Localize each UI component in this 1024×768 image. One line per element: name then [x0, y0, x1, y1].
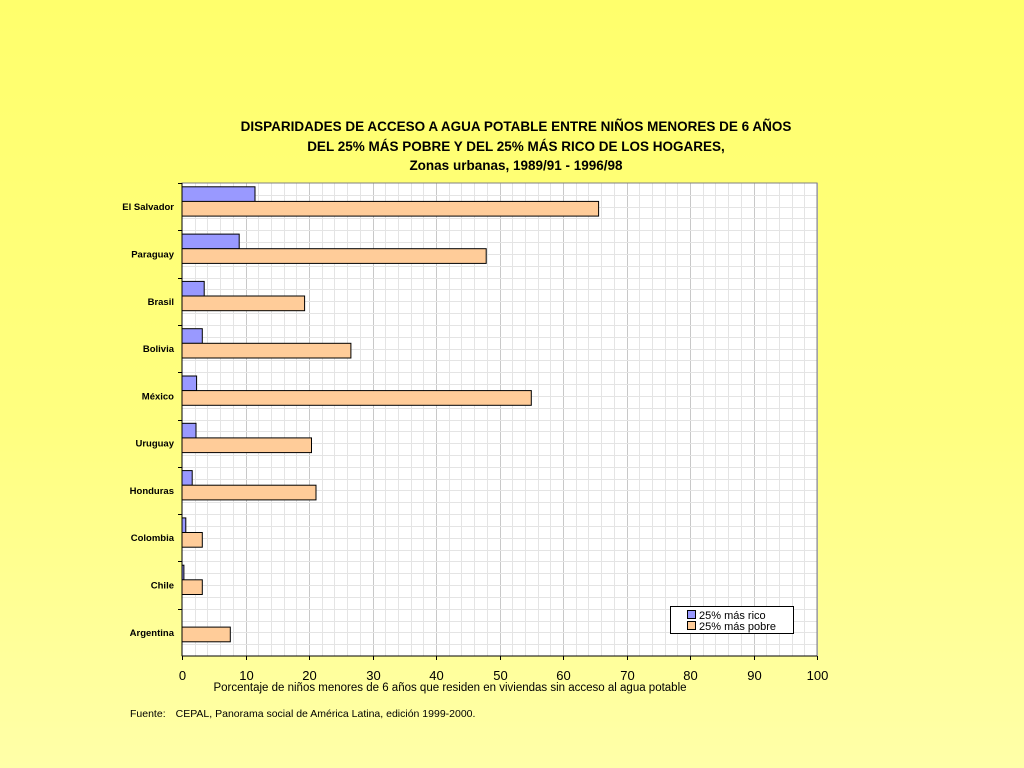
category-label: Honduras [130, 486, 174, 497]
category-label: Brasil [148, 297, 174, 308]
category-label: Bolivia [143, 344, 175, 355]
axis-ticks [178, 183, 818, 660]
chart-title-line-2: DEL 25% MÁS POBRE Y DEL 25% MÁS RICO DE … [307, 138, 725, 154]
category-label: Argentina [130, 628, 175, 639]
bar-rich-bolivia [181, 328, 203, 344]
bar-poor-m-xico [181, 390, 532, 406]
category-label: Uruguay [135, 439, 174, 450]
bar-rich-honduras [181, 470, 193, 486]
x-tick-label: 60 [556, 668, 570, 683]
x-axis-label: Porcentaje de niños menores de 6 años qu… [213, 682, 687, 694]
category-label: México [142, 391, 174, 402]
chart-title-line-3: Zonas urbanas, 1989/91 - 1996/98 [409, 158, 623, 173]
category-label: Paraguay [131, 250, 174, 261]
category-label: Chile [151, 581, 174, 592]
legend-swatch [687, 621, 696, 630]
bar-rich-el-salvador [181, 186, 256, 203]
x-tick-label: 30 [366, 668, 380, 683]
bar-poor-uruguay [181, 437, 312, 454]
source-text: CEPAL, Panorama social de América Latina… [175, 708, 476, 720]
bar-rich-m-xico [181, 375, 198, 392]
legend-label: 25% más rico [699, 610, 766, 622]
x-tick-label: 20 [302, 668, 316, 683]
x-tick-label: 90 [747, 668, 761, 683]
bar-rich-uruguay [181, 422, 197, 439]
x-tick-label: 80 [683, 668, 697, 683]
chart-title: DISPARIDADES DE ACCESO A AGUA POTABLE EN… [200, 117, 832, 176]
axis-labels: El Salvador Paraguay Brasil Bolivia México Ur… [122, 202, 828, 683]
x-tick-label: 100 [807, 668, 829, 683]
chart-title-line-1: DISPARIDADES DE ACCESO A AGUA POTABLE EN… [240, 119, 792, 134]
bar-poor-argentina [181, 626, 231, 643]
bars [181, 186, 600, 643]
x-tick-label: 10 [239, 668, 253, 683]
source-note: Fuente: CEPAL, Panorama social de América… [130, 708, 475, 720]
x-tick-label: 50 [493, 668, 507, 683]
category-label: Colombia [131, 533, 175, 544]
bar-rich-paraguay [181, 233, 240, 250]
legend-swatch [687, 610, 696, 619]
bar-rich-colombia [181, 517, 187, 534]
bar-poor-paraguay [181, 248, 487, 264]
source-label: Fuente: [130, 708, 166, 720]
x-tick-label: 0 [179, 668, 186, 683]
bar-rich-brasil [181, 280, 205, 297]
x-tick-label: 40 [429, 668, 443, 683]
bar-poor-honduras [181, 484, 317, 501]
bar-poor-bolivia [181, 342, 352, 359]
bar-poor-chile [181, 579, 203, 595]
x-tick-label: 70 [620, 668, 634, 683]
bar-poor-colombia [181, 532, 203, 548]
bar-poor-el-salvador [181, 200, 600, 217]
legend-label: 25% más pobre [699, 621, 776, 633]
bar-poor-brasil [181, 295, 306, 312]
category-label: El Salvador [122, 202, 174, 213]
